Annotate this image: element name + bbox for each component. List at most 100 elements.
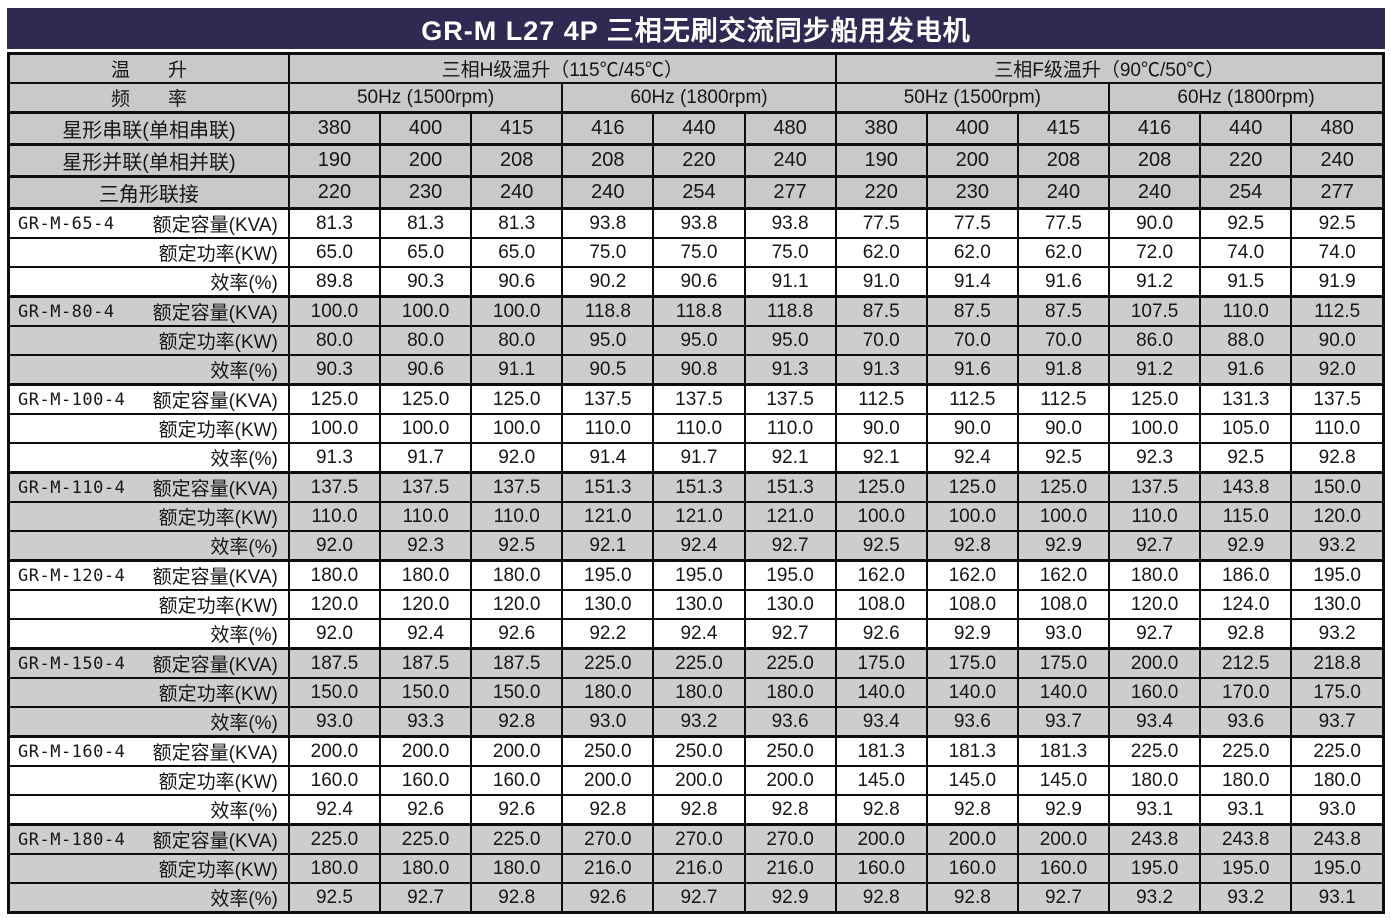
voltage-cell: 220 — [287, 175, 382, 210]
capacity-cell: 225.0 — [1290, 735, 1385, 767]
model-row: 额定功率(KW) 150.0 150.0 150.0 180.0 180.0 180.0 14… — [7, 677, 1385, 708]
power-cell: 75.0 — [743, 237, 837, 268]
power-cell: 70.0 — [925, 325, 1019, 356]
efficiency-cell: 92.9 — [1016, 530, 1111, 562]
voltage-cell: 415 — [470, 111, 564, 146]
capacity-cell: 90.0 — [1108, 207, 1202, 239]
capacity-cell: 87.5 — [925, 295, 1019, 327]
capacity-cell: 200.0 — [287, 735, 382, 767]
capacity-cell: 125.0 — [287, 383, 382, 415]
capacity-cell: 195.0 — [652, 559, 746, 591]
capacity-cell: 180.0 — [470, 559, 564, 591]
power-cell: 140.0 — [1016, 677, 1111, 708]
capacity-cell: 125.0 — [1108, 383, 1202, 415]
row-label-cell: 额定功率(KW) — [7, 765, 290, 796]
power-cell: 62.0 — [834, 237, 928, 268]
capacity-cell: 118.8 — [652, 295, 746, 327]
capacity-cell: 137.5 — [379, 471, 473, 503]
capacity-cell: 77.5 — [834, 207, 928, 239]
power-cell: 121.0 — [652, 501, 746, 532]
efficiency-cell: 92.6 — [834, 618, 928, 650]
efficiency-cell: 92.9 — [1016, 794, 1111, 826]
frequency-60hz-f: 60Hz (1800rpm) — [1108, 82, 1385, 114]
power-cell: 216.0 — [652, 853, 746, 884]
efficiency-cell: 92.4 — [652, 618, 746, 650]
efficiency-cell: 92.2 — [561, 618, 655, 650]
capacity-cell: 250.0 — [743, 735, 837, 767]
capacity-cell: 112.5 — [1016, 383, 1111, 415]
row-label-cell: GR-M-65-4 额定容量(KVA) — [7, 207, 290, 239]
voltage-cell: 277 — [743, 175, 837, 210]
efficiency-cell: 93.1 — [1290, 882, 1385, 914]
efficiency-cell: 91.3 — [743, 354, 837, 386]
power-cell: 130.0 — [652, 589, 746, 620]
capacity-cell: 77.5 — [925, 207, 1019, 239]
voltage-cell: 415 — [1016, 111, 1111, 146]
spec-row-label: 额定容量(KVA) — [152, 479, 278, 500]
power-cell: 121.0 — [561, 501, 655, 532]
efficiency-cell: 91.4 — [561, 442, 655, 474]
voltage-cell: 440 — [1199, 111, 1293, 146]
capacity-cell: 243.8 — [1108, 823, 1202, 855]
row-label-cell: 效率(%) — [7, 794, 290, 826]
power-cell: 62.0 — [925, 237, 1019, 268]
capacity-cell: 195.0 — [561, 559, 655, 591]
voltage-cell: 277 — [1290, 175, 1385, 210]
efficiency-cell: 90.2 — [561, 266, 655, 298]
efficiency-cell: 92.8 — [834, 882, 928, 914]
spec-row-label: 额定功率(KW) — [158, 684, 278, 705]
capacity-cell: 225.0 — [743, 647, 837, 679]
efficiency-cell: 92.3 — [379, 530, 473, 562]
capacity-cell: 270.0 — [652, 823, 746, 855]
model-row: 额定功率(KW) 120.0 120.0 120.0 130.0 130.0 130.0 10… — [7, 589, 1385, 620]
voltage-cell: 220 — [1199, 143, 1293, 178]
efficiency-cell: 91.6 — [1016, 266, 1111, 298]
capacity-cell: 181.3 — [834, 735, 928, 767]
capacity-cell: 87.5 — [1016, 295, 1111, 327]
voltage-cell: 254 — [1199, 175, 1293, 210]
row-label-cell: GR-M-180-4 额定容量(KVA) — [7, 823, 290, 855]
efficiency-cell: 90.8 — [652, 354, 746, 386]
voltage-cell: 200 — [925, 143, 1019, 178]
power-cell: 90.0 — [1290, 325, 1385, 356]
efficiency-cell: 92.6 — [379, 794, 473, 826]
capacity-cell: 212.5 — [1199, 647, 1293, 679]
row-label-cell: 效率(%) — [7, 882, 290, 914]
efficiency-cell: 92.7 — [379, 882, 473, 914]
power-cell: 150.0 — [287, 677, 382, 708]
voltage-cell: 190 — [834, 143, 928, 178]
capacity-cell: 92.5 — [1290, 207, 1385, 239]
frequency-50hz-f: 50Hz (1500rpm) — [834, 82, 1111, 114]
efficiency-cell: 92.7 — [743, 530, 837, 562]
power-cell: 110.0 — [1290, 413, 1385, 444]
capacity-cell: 151.3 — [561, 471, 655, 503]
voltage-cell: 208 — [470, 143, 564, 178]
connection-label: 星形并联(单相并联) — [7, 143, 290, 178]
power-cell: 145.0 — [1016, 765, 1111, 796]
efficiency-cell: 92.8 — [925, 794, 1019, 826]
capacity-cell: 181.3 — [925, 735, 1019, 767]
capacity-cell: 137.5 — [743, 383, 837, 415]
capacity-cell: 218.8 — [1290, 647, 1385, 679]
spec-row-label: 额定容量(KVA) — [152, 655, 278, 676]
model-name: GR-M-180-4 — [18, 829, 126, 850]
spec-row-label: 额定容量(KVA) — [152, 215, 278, 236]
spec-row-label: 额定功率(KW) — [158, 508, 278, 529]
model-row: 额定功率(KW) 80.0 80.0 80.0 95.0 95.0 95.0 70.0 70.0… — [7, 325, 1385, 356]
power-cell: 145.0 — [925, 765, 1019, 796]
efficiency-cell: 92.7 — [1108, 618, 1202, 650]
spec-row-label: 效率(%) — [210, 361, 278, 382]
efficiency-cell: 91.7 — [379, 442, 473, 474]
capacity-cell: 77.5 — [1016, 207, 1111, 239]
voltage-cell: 254 — [652, 175, 746, 210]
efficiency-cell: 93.3 — [379, 706, 473, 738]
efficiency-cell: 92.4 — [287, 794, 382, 826]
power-cell: 195.0 — [1290, 853, 1385, 884]
power-cell: 80.0 — [287, 325, 382, 356]
spec-row-label: 额定功率(KW) — [158, 772, 278, 793]
voltage-cell: 416 — [1108, 111, 1202, 146]
power-cell: 110.0 — [1108, 501, 1202, 532]
spec-row-label: 效率(%) — [210, 713, 278, 734]
power-cell: 95.0 — [561, 325, 655, 356]
capacity-cell: 125.0 — [379, 383, 473, 415]
